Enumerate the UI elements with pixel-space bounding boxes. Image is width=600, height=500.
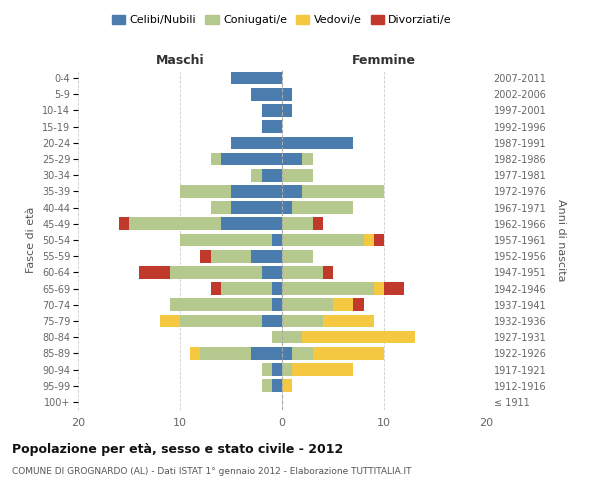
Bar bbox=[364, 234, 374, 246]
Bar bbox=[282, 234, 364, 246]
Bar bbox=[211, 152, 221, 166]
Bar bbox=[129, 218, 221, 230]
Bar bbox=[251, 88, 282, 101]
Text: Femmine: Femmine bbox=[352, 54, 416, 67]
Bar bbox=[333, 298, 353, 311]
Y-axis label: Anni di nascita: Anni di nascita bbox=[556, 198, 566, 281]
Bar bbox=[282, 347, 292, 360]
Bar bbox=[302, 331, 415, 344]
Bar bbox=[231, 136, 282, 149]
Bar bbox=[282, 266, 323, 278]
Bar bbox=[251, 250, 282, 262]
Bar bbox=[211, 202, 231, 214]
Bar bbox=[231, 202, 282, 214]
Bar bbox=[302, 152, 313, 166]
Bar bbox=[282, 136, 353, 149]
Bar bbox=[262, 169, 282, 181]
Bar bbox=[170, 298, 272, 311]
Bar bbox=[272, 331, 282, 344]
Bar bbox=[282, 169, 313, 181]
Bar bbox=[180, 234, 272, 246]
Bar bbox=[211, 282, 221, 295]
Bar bbox=[282, 363, 292, 376]
Bar bbox=[384, 282, 404, 295]
Bar bbox=[323, 266, 333, 278]
Bar bbox=[282, 314, 323, 328]
Bar bbox=[282, 185, 302, 198]
Bar bbox=[272, 380, 282, 392]
Bar bbox=[272, 234, 282, 246]
Bar bbox=[262, 104, 282, 117]
Bar bbox=[139, 266, 170, 278]
Bar bbox=[119, 218, 129, 230]
Bar bbox=[160, 314, 180, 328]
Bar bbox=[262, 314, 282, 328]
Bar bbox=[251, 347, 282, 360]
Bar bbox=[231, 185, 282, 198]
Bar bbox=[272, 298, 282, 311]
Text: COMUNE DI GROGNARDO (AL) - Dati ISTAT 1° gennaio 2012 - Elaborazione TUTTITALIA.: COMUNE DI GROGNARDO (AL) - Dati ISTAT 1°… bbox=[12, 468, 412, 476]
Bar bbox=[374, 234, 384, 246]
Bar bbox=[282, 202, 292, 214]
Bar bbox=[272, 363, 282, 376]
Bar bbox=[282, 152, 302, 166]
Bar bbox=[292, 202, 353, 214]
Bar bbox=[211, 250, 251, 262]
Bar bbox=[282, 380, 292, 392]
Bar bbox=[282, 104, 292, 117]
Text: Popolazione per età, sesso e stato civile - 2012: Popolazione per età, sesso e stato civil… bbox=[12, 442, 343, 456]
Bar bbox=[231, 72, 282, 85]
Bar bbox=[200, 347, 251, 360]
Bar bbox=[353, 298, 364, 311]
Bar bbox=[313, 218, 323, 230]
Bar bbox=[282, 298, 333, 311]
Bar bbox=[374, 282, 384, 295]
Bar bbox=[282, 331, 302, 344]
Bar bbox=[282, 218, 313, 230]
Bar bbox=[302, 185, 384, 198]
Bar bbox=[180, 185, 231, 198]
Y-axis label: Fasce di età: Fasce di età bbox=[26, 207, 37, 273]
Bar bbox=[170, 266, 262, 278]
Bar bbox=[323, 314, 374, 328]
Bar bbox=[282, 88, 292, 101]
Bar bbox=[221, 218, 282, 230]
Text: Maschi: Maschi bbox=[155, 54, 205, 67]
Bar bbox=[282, 250, 313, 262]
Bar bbox=[262, 363, 272, 376]
Bar bbox=[251, 169, 262, 181]
Bar bbox=[292, 363, 353, 376]
Bar bbox=[200, 250, 211, 262]
Bar bbox=[221, 152, 282, 166]
Legend: Celibi/Nubili, Coniugati/e, Vedovi/e, Divorziati/e: Celibi/Nubili, Coniugati/e, Vedovi/e, Di… bbox=[107, 10, 457, 30]
Bar bbox=[190, 347, 200, 360]
Bar bbox=[180, 314, 262, 328]
Bar bbox=[262, 120, 282, 133]
Bar bbox=[282, 282, 374, 295]
Bar bbox=[313, 347, 384, 360]
Bar bbox=[221, 282, 272, 295]
Bar bbox=[272, 282, 282, 295]
Bar bbox=[292, 347, 313, 360]
Bar bbox=[262, 266, 282, 278]
Bar bbox=[262, 380, 272, 392]
